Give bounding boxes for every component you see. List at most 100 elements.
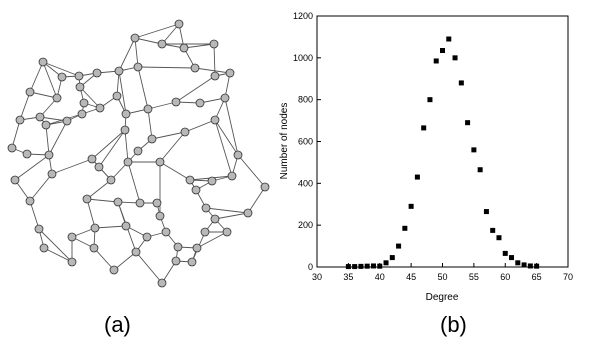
y-tick-label: 600 [298,137,313,147]
data-point [383,260,389,266]
network-edge [11,119,21,149]
data-point [483,209,489,215]
network-node [77,109,87,119]
network-node [25,196,35,206]
network-node [152,198,162,208]
data-point [496,235,502,241]
network-edge [118,70,127,115]
network-node [243,208,253,218]
network-node [123,157,133,167]
network-edge [183,43,215,49]
data-point [465,120,471,126]
network-node [133,146,143,156]
network-node [157,39,167,49]
network-node [82,194,92,204]
network-node [94,162,104,172]
panel-label-b: (b) [440,312,467,337]
network-edge [247,186,266,214]
network-node [39,243,49,253]
y-tick-label: 200 [298,220,313,230]
network-edge [134,37,163,45]
network-node [47,169,57,179]
network-node [225,68,235,78]
data-point [515,260,521,266]
network-node [121,109,131,119]
y-tick-label: 1000 [293,53,313,63]
network-node [57,72,67,82]
data-point [477,167,483,173]
network-edge [184,119,216,133]
network-node [191,185,201,195]
network-node [187,257,197,267]
x-axis-ticks: 30 35 40 45 50 55 60 65 70 [312,263,573,282]
network-edge [48,120,68,156]
network-edge [205,207,249,214]
network-edge [237,154,266,188]
network-node [67,257,77,267]
network-edge [42,61,58,99]
network-edge [14,154,50,181]
data-point [421,125,427,131]
network-node [155,211,165,221]
network-edge [175,75,216,103]
network-edge [79,86,101,109]
network-node [201,203,211,213]
network-edge [113,251,137,271]
y-axis-title: Number of nodes [279,103,290,180]
data-points [345,36,540,270]
data-point [402,225,408,231]
network-edge [135,251,163,284]
network-node [41,120,51,130]
data-point [509,255,515,261]
network-edge [137,66,149,110]
network-edge [159,131,186,163]
data-point [364,263,370,269]
network-node [120,125,130,135]
network-edge [134,23,180,39]
data-point [534,263,540,269]
data-point [458,80,464,86]
network-node [15,115,25,125]
network-edge [86,198,96,229]
data-point [433,58,439,64]
x-tick-label: 35 [343,272,353,282]
network-edge [86,179,112,200]
network-edge [124,129,129,163]
network-edge [86,198,119,203]
network-edge [19,91,31,121]
x-axis-title: Degree [426,292,459,303]
network-node [155,157,165,167]
network-node [220,93,230,103]
network-node [75,82,85,92]
network-node [87,154,97,164]
data-point [452,55,458,61]
network-node [190,63,200,73]
y-axis-ticks: 0 200 400 600 800 1000 1200 [293,11,321,272]
data-point [502,250,508,256]
network-nodes [7,19,270,288]
network-edge [118,37,136,72]
network-node [74,71,84,81]
network-edge [29,91,58,99]
data-point [358,263,364,269]
data-point [446,36,452,42]
data-point [352,264,358,270]
y-tick-label: 400 [298,178,313,188]
x-tick-label: 30 [312,272,322,282]
network-edge [196,231,228,249]
network-node [22,149,32,159]
network-node [106,175,116,185]
network-node [210,214,220,224]
x-tick-label: 60 [500,272,510,282]
network-node [195,98,205,108]
network-edge [159,161,191,181]
data-point [490,227,496,233]
network-node [209,39,219,49]
network-node [210,115,220,125]
data-point [345,264,351,270]
data-point [471,147,477,153]
network-node [35,112,45,122]
data-point [389,255,395,261]
x-tick-label: 55 [469,272,479,282]
network-edge [43,247,73,263]
